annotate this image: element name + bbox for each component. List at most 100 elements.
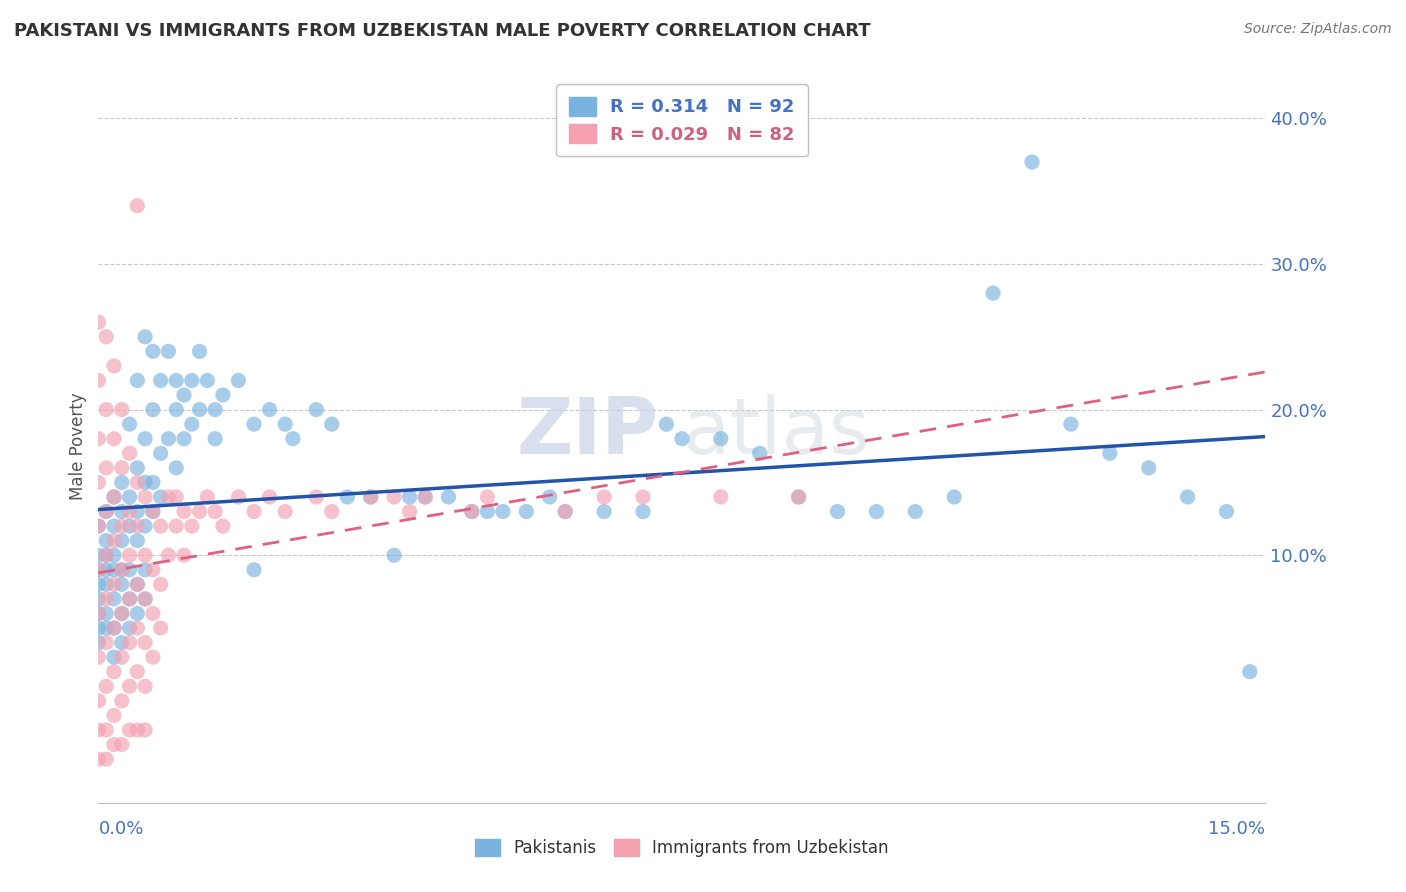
Point <box>593 504 616 518</box>
Point <box>787 490 810 504</box>
Point <box>118 723 141 737</box>
Point <box>96 591 118 606</box>
Point <box>173 548 195 562</box>
Point <box>103 577 125 591</box>
Point <box>212 519 235 533</box>
Point <box>515 504 537 518</box>
Point <box>103 548 125 562</box>
Point <box>538 490 561 504</box>
Point <box>96 504 118 518</box>
Point <box>118 490 141 504</box>
Point <box>127 504 149 518</box>
Point <box>142 344 165 359</box>
Point <box>149 621 172 635</box>
Point <box>631 490 654 504</box>
Point <box>204 432 226 446</box>
Point <box>165 519 187 533</box>
Point <box>259 402 281 417</box>
Point <box>398 504 420 518</box>
Point <box>111 694 134 708</box>
Point <box>87 621 110 635</box>
Point <box>87 563 110 577</box>
Point <box>111 475 134 490</box>
Point <box>228 374 250 388</box>
Point <box>111 738 134 752</box>
Point <box>87 475 110 490</box>
Point <box>127 665 149 679</box>
Point <box>96 563 118 577</box>
Point <box>118 591 141 606</box>
Point <box>96 460 118 475</box>
Point <box>111 563 134 577</box>
Point <box>87 723 110 737</box>
Point <box>111 607 134 621</box>
Point <box>96 621 118 635</box>
Point <box>118 621 141 635</box>
Point <box>1060 417 1083 432</box>
Point <box>103 519 125 533</box>
Point <box>149 490 172 504</box>
Point <box>127 374 149 388</box>
Y-axis label: Male Poverty: Male Poverty <box>69 392 87 500</box>
Point <box>360 490 382 504</box>
Point <box>157 432 180 446</box>
Point <box>748 446 770 460</box>
Text: ZIP: ZIP <box>516 393 658 470</box>
Point <box>204 504 226 518</box>
Point <box>111 577 134 591</box>
Point <box>87 635 110 649</box>
Point <box>259 490 281 504</box>
Point <box>142 504 165 518</box>
Point <box>118 446 141 460</box>
Point <box>413 490 436 504</box>
Point <box>103 738 125 752</box>
Point <box>96 752 118 766</box>
Text: 15.0%: 15.0% <box>1208 821 1265 838</box>
Point <box>87 432 110 446</box>
Point <box>188 402 211 417</box>
Point <box>103 490 125 504</box>
Point <box>180 374 202 388</box>
Point <box>103 533 125 548</box>
Point <box>103 708 125 723</box>
Point <box>492 504 515 518</box>
Point <box>96 402 118 417</box>
Point <box>1137 460 1160 475</box>
Point <box>87 607 110 621</box>
Legend: Pakistanis, Immigrants from Uzbekistan: Pakistanis, Immigrants from Uzbekistan <box>467 831 897 866</box>
Point <box>243 417 266 432</box>
Point <box>118 679 141 693</box>
Point <box>398 490 420 504</box>
Point <box>195 374 218 388</box>
Point <box>134 563 156 577</box>
Point <box>149 577 172 591</box>
Point <box>103 591 125 606</box>
Point <box>477 490 499 504</box>
Point <box>87 650 110 665</box>
Point <box>204 402 226 417</box>
Point <box>134 635 156 649</box>
Point <box>96 330 118 344</box>
Text: PAKISTANI VS IMMIGRANTS FROM UZBEKISTAN MALE POVERTY CORRELATION CHART: PAKISTANI VS IMMIGRANTS FROM UZBEKISTAN … <box>14 22 870 40</box>
Point <box>111 533 134 548</box>
Point <box>437 490 460 504</box>
Point <box>1177 490 1199 504</box>
Point <box>981 286 1004 301</box>
Point <box>103 490 125 504</box>
Point <box>157 490 180 504</box>
Point <box>103 665 125 679</box>
Point <box>111 650 134 665</box>
Point <box>111 504 134 518</box>
Point <box>96 548 118 562</box>
Text: atlas: atlas <box>682 393 869 470</box>
Point <box>461 504 484 518</box>
Point <box>321 417 343 432</box>
Point <box>710 490 733 504</box>
Point <box>96 577 118 591</box>
Point <box>142 475 165 490</box>
Point <box>274 504 297 518</box>
Point <box>787 490 810 504</box>
Point <box>111 402 134 417</box>
Point <box>111 519 134 533</box>
Point <box>1215 504 1237 518</box>
